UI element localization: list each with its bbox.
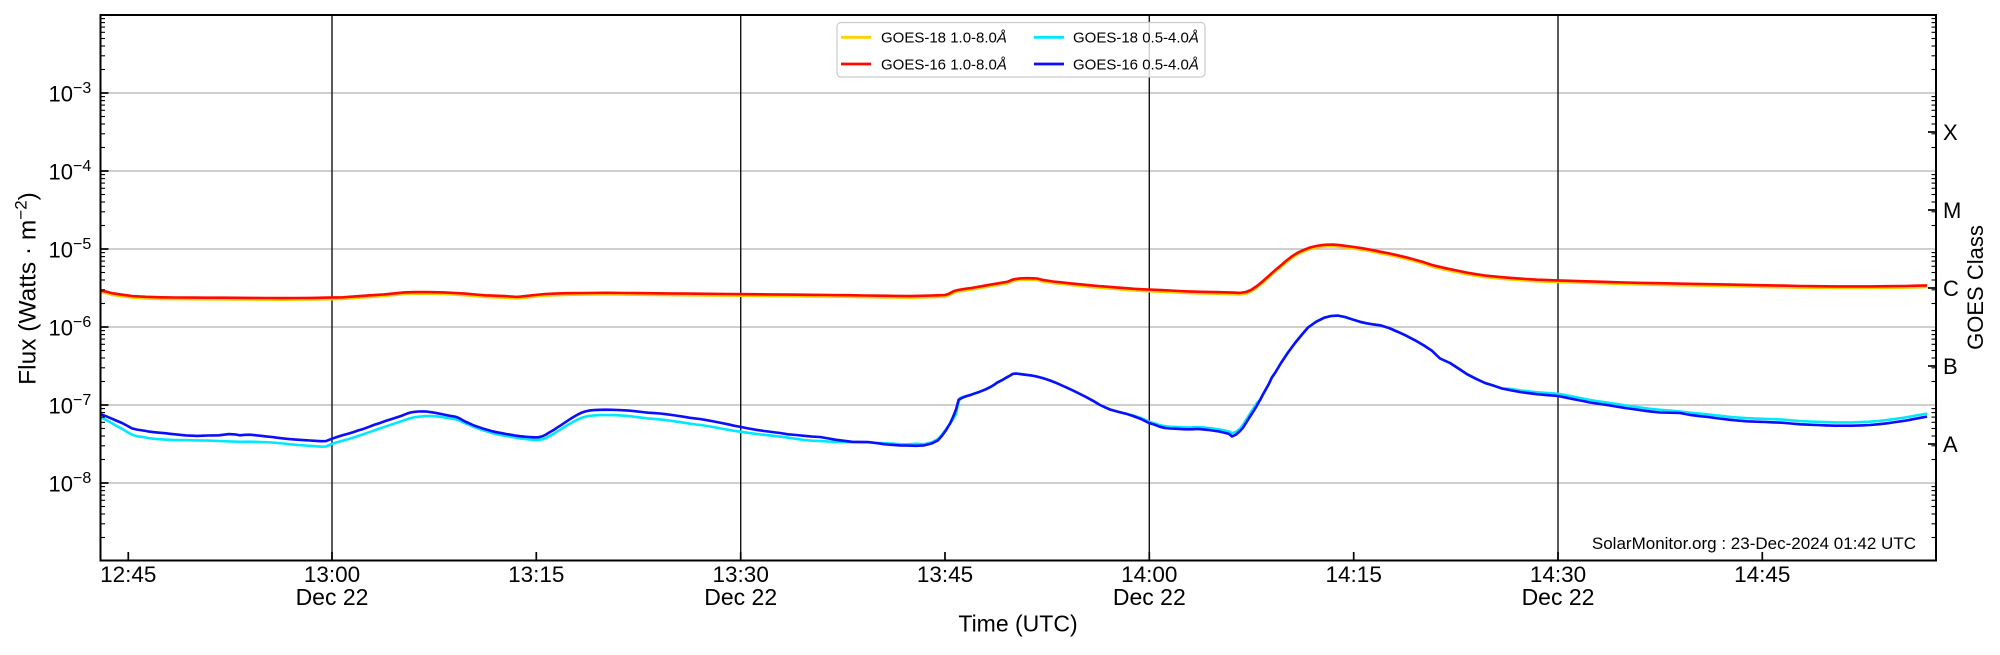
svg-text:Time (UTC): Time (UTC) (958, 611, 1077, 637)
svg-text:12:45: 12:45 (100, 562, 156, 587)
svg-text:A: A (1943, 432, 1958, 457)
svg-text:14:30: 14:30 (1530, 562, 1586, 587)
svg-text:13:30: 13:30 (713, 562, 769, 587)
svg-text:14:00: 14:00 (1121, 562, 1177, 587)
svg-text:10−8: 10−8 (49, 470, 92, 497)
svg-text:10−3: 10−3 (49, 80, 92, 107)
svg-text:GOES-18 0.5-4.0Å: GOES-18 0.5-4.0Å (1073, 30, 1199, 47)
svg-text:13:00: 13:00 (304, 562, 360, 587)
svg-text:M: M (1943, 198, 1961, 223)
svg-text:Dec 22: Dec 22 (1522, 584, 1595, 610)
svg-text:Dec 22: Dec 22 (296, 584, 369, 610)
svg-text:13:45: 13:45 (917, 562, 973, 587)
svg-text:GOES-16 1.0-8.0Å: GOES-16 1.0-8.0Å (881, 56, 1007, 73)
svg-text:13:15: 13:15 (508, 562, 564, 587)
svg-text:GOES-18 1.0-8.0Å: GOES-18 1.0-8.0Å (881, 30, 1007, 47)
svg-text:X: X (1943, 120, 1958, 145)
svg-text:SolarMonitor.org : 23-Dec-2024: SolarMonitor.org : 23-Dec-2024 01:42 UTC (1592, 534, 1916, 553)
svg-text:Dec 22: Dec 22 (704, 584, 777, 610)
svg-text:14:15: 14:15 (1326, 562, 1382, 587)
svg-text:C: C (1943, 276, 1959, 301)
svg-text:Flux (Watts · m−2): Flux (Watts · m−2) (12, 192, 42, 385)
svg-text:B: B (1943, 354, 1958, 379)
svg-text:GOES Class: GOES Class (1963, 225, 1988, 350)
svg-text:14:45: 14:45 (1734, 562, 1790, 587)
svg-text:Dec 22: Dec 22 (1113, 584, 1186, 610)
svg-text:GOES-16 0.5-4.0Å: GOES-16 0.5-4.0Å (1073, 56, 1199, 73)
